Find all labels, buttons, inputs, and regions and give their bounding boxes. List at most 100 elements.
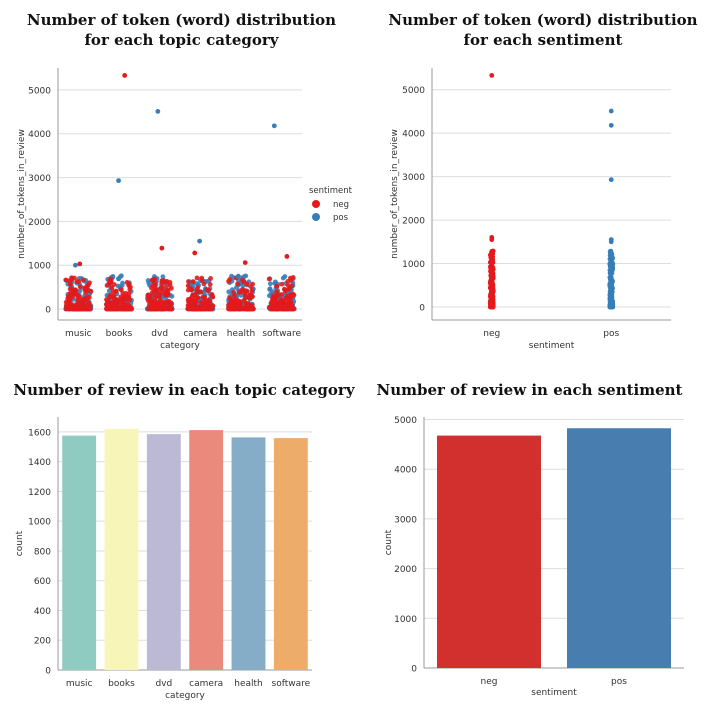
pos-outlier-point bbox=[608, 239, 614, 245]
y-tick-label: 0 bbox=[45, 306, 51, 316]
x-tick-label: pos bbox=[611, 677, 627, 687]
y-tick-label: 0 bbox=[419, 303, 425, 313]
neg-point bbox=[108, 276, 114, 282]
y-tick-label: 2000 bbox=[402, 217, 425, 227]
neg-point bbox=[271, 296, 277, 302]
neg-point bbox=[111, 295, 117, 301]
neg-point bbox=[86, 295, 92, 300]
pos-point bbox=[226, 289, 232, 295]
neg-point bbox=[119, 305, 125, 311]
bar-music bbox=[62, 435, 97, 670]
neg-point bbox=[158, 286, 164, 292]
neg-point bbox=[163, 279, 169, 285]
pos-point bbox=[119, 273, 124, 279]
neg-point bbox=[289, 283, 295, 289]
neg-point bbox=[124, 280, 130, 285]
y-axis-label: count bbox=[384, 529, 394, 555]
neg-point bbox=[285, 298, 291, 304]
chart-title: Number of review in each sentiment bbox=[376, 381, 683, 399]
neg-point bbox=[274, 289, 280, 295]
neg-point bbox=[488, 286, 494, 292]
pos-point bbox=[608, 276, 613, 282]
neg-point bbox=[104, 306, 110, 312]
x-tick-label: dvd bbox=[155, 679, 172, 689]
y-tick-label: 2000 bbox=[28, 218, 51, 228]
token-by-category-panel: Number of token (word) distribution for … bbox=[0, 0, 353, 360]
x-tick-label: books bbox=[108, 679, 135, 689]
neg-point bbox=[488, 251, 494, 257]
chart-title-line: Number of token (word) distribution bbox=[26, 11, 337, 29]
pos-point bbox=[607, 294, 613, 299]
neg-point bbox=[237, 306, 243, 312]
neg-point bbox=[188, 287, 194, 292]
neg-point bbox=[209, 293, 215, 298]
x-tick-label: health bbox=[227, 329, 256, 339]
neg-point bbox=[149, 290, 155, 295]
pos-point bbox=[609, 269, 615, 275]
neg-point bbox=[279, 281, 285, 287]
token-by-sentiment-chart: 0 1000 2000 3000 4000 5000 neg pos sentiment numb… bbox=[390, 68, 671, 351]
pos-max-point bbox=[271, 123, 277, 129]
x-tick-label: camera bbox=[189, 679, 223, 689]
chart-title-line: for each sentiment bbox=[463, 31, 623, 49]
x-tick-label: music bbox=[65, 329, 92, 339]
neg-point bbox=[67, 281, 73, 287]
neg-point bbox=[152, 296, 158, 302]
neg-point bbox=[152, 276, 158, 282]
neg-point bbox=[201, 281, 207, 287]
neg-point bbox=[150, 282, 156, 288]
neg-point bbox=[243, 306, 248, 312]
neg-point bbox=[63, 299, 69, 305]
neg-point bbox=[110, 289, 116, 295]
pos-point bbox=[609, 304, 615, 310]
neg-point bbox=[279, 292, 285, 297]
x-tick-label: software bbox=[272, 679, 311, 689]
neg-point bbox=[186, 279, 191, 284]
neg-point bbox=[289, 306, 295, 312]
neg-point bbox=[65, 293, 71, 299]
neg-point bbox=[162, 305, 168, 311]
neg-point bbox=[128, 305, 134, 311]
neg-point bbox=[77, 284, 83, 290]
y-tick-label: 4000 bbox=[394, 466, 417, 476]
pos-outlier-point bbox=[608, 177, 614, 183]
x-tick-label: pos bbox=[603, 329, 619, 339]
x-tick-label: neg bbox=[483, 329, 500, 339]
neg-point bbox=[111, 282, 117, 287]
neg-max-point bbox=[159, 245, 165, 251]
neg-point bbox=[232, 293, 237, 298]
neg-point bbox=[165, 288, 171, 294]
pos-point bbox=[145, 278, 151, 283]
neg-point bbox=[241, 297, 247, 303]
x-tick-label: dvd bbox=[151, 329, 168, 339]
review-count-by-category-chart: 0 200 400 600 800 1000 1200 1400 1600 music books d… bbox=[15, 417, 312, 701]
token-by-sentiment-panel: Number of token (word) distribution for … bbox=[353, 0, 706, 360]
neg-point bbox=[207, 282, 213, 287]
pos-point bbox=[77, 288, 83, 294]
review-count-by-sentiment-chart: 0 1000 2000 3000 4000 5000 neg pos sentiment coun… bbox=[384, 416, 684, 698]
neg-point bbox=[107, 295, 112, 300]
neg-point bbox=[488, 304, 493, 310]
neg-point bbox=[227, 295, 233, 301]
y-tick-label: 5000 bbox=[402, 86, 425, 96]
neg-point bbox=[185, 298, 191, 304]
neg-max-point bbox=[77, 261, 83, 267]
neg-point bbox=[166, 298, 172, 304]
y-tick-label: 1400 bbox=[28, 458, 51, 468]
neg-point bbox=[490, 260, 496, 266]
neg-max-point bbox=[122, 73, 128, 78]
y-tick-label: 1200 bbox=[28, 488, 51, 498]
neg-point bbox=[237, 301, 243, 306]
y-tick-label: 5000 bbox=[28, 86, 51, 96]
neg-point bbox=[158, 297, 163, 303]
neg-point bbox=[159, 278, 165, 284]
neg-point bbox=[163, 293, 169, 298]
bar-neg bbox=[437, 435, 541, 668]
y-tick-label: 1600 bbox=[28, 428, 51, 438]
neg-point bbox=[280, 298, 286, 304]
neg-point bbox=[118, 287, 124, 293]
neg-point bbox=[167, 282, 173, 288]
x-tick-label: books bbox=[106, 329, 133, 339]
neg-point bbox=[266, 276, 272, 282]
neg-point bbox=[127, 287, 133, 292]
